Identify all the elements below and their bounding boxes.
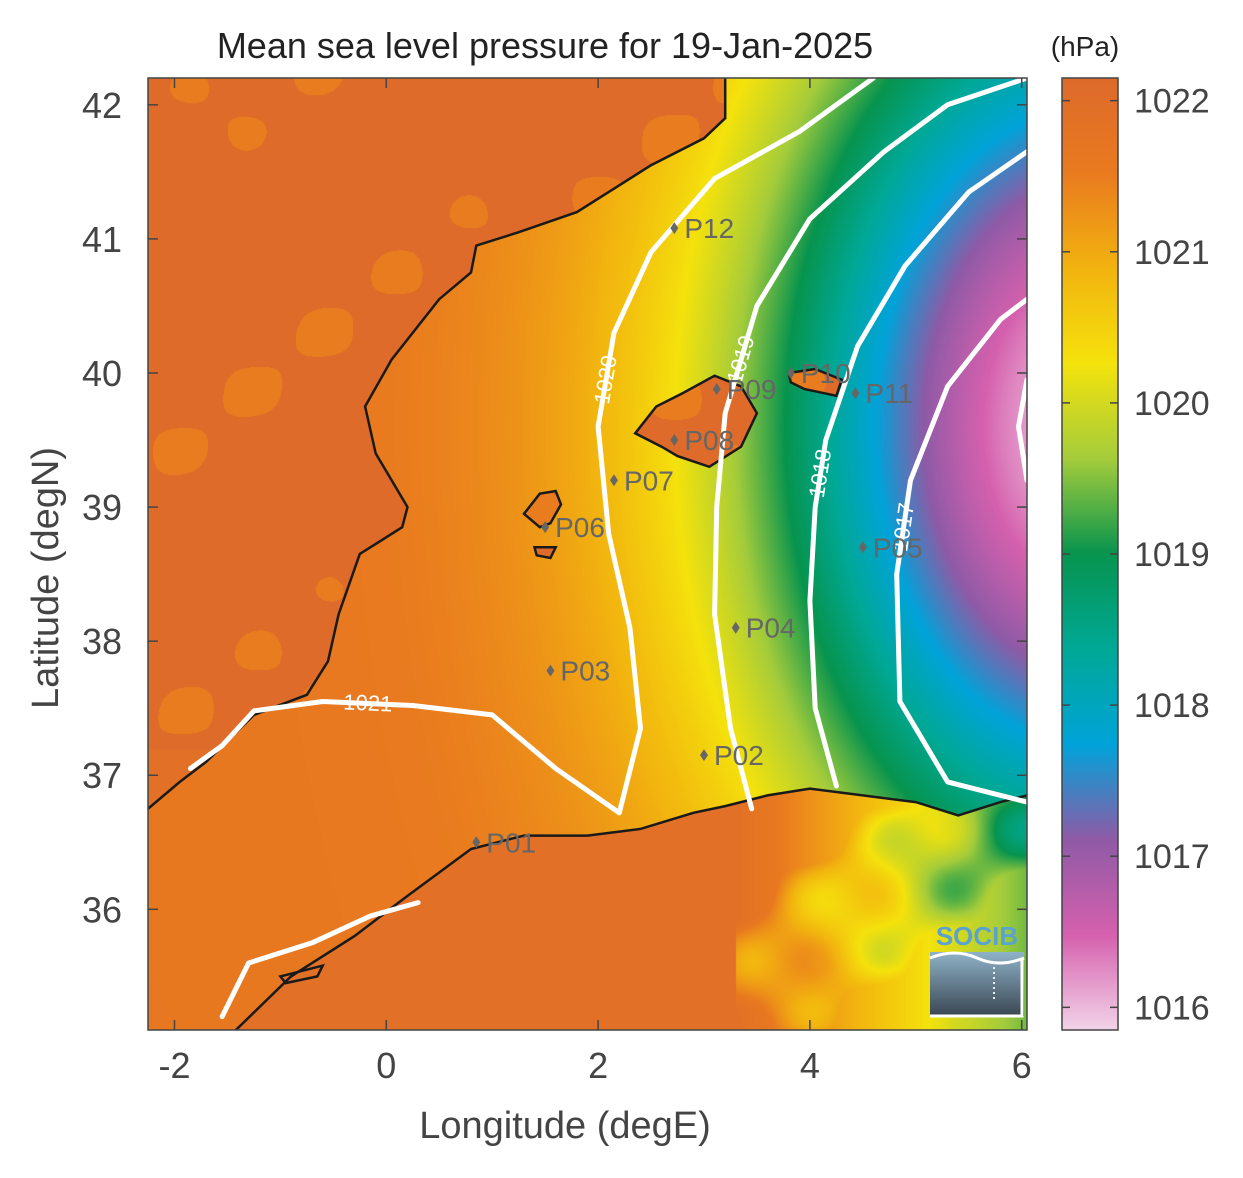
y-tick-label: 37 — [82, 755, 122, 796]
x-axis-label: Longitude (degE) — [419, 1105, 711, 1147]
station-label: P08 — [684, 425, 734, 456]
station-marker — [786, 366, 795, 379]
y-tick-label: 42 — [82, 85, 122, 126]
station-label: P09 — [727, 374, 777, 405]
isobar-contour — [807, 149, 1027, 789]
station-marker — [851, 387, 860, 400]
station-label: P04 — [746, 613, 796, 644]
coastline — [148, 78, 727, 810]
colorbar-gradient — [1061, 77, 1119, 1031]
colorbar-unit-label: (hPa) — [1051, 31, 1119, 62]
colorbar: 1016 1017 1018 1019 1020 1021 1022 (hPa) — [1051, 31, 1210, 1031]
station-label: P03 — [560, 656, 610, 687]
x-tick-label: 2 — [588, 1045, 608, 1086]
isobar-contour — [712, 78, 1027, 812]
y-axis-label: Latitude (degN) — [25, 447, 67, 709]
y-tick-label: 36 — [82, 889, 122, 930]
x-axis-ticks: -2 0 2 4 6 — [158, 78, 1032, 1086]
logo-wave — [929, 951, 1025, 965]
station-marker — [712, 383, 721, 396]
y-tick-label: 41 — [82, 219, 122, 260]
island-outline — [787, 367, 844, 398]
island-outline — [633, 374, 759, 469]
isobar-contour — [219, 900, 421, 1020]
station-marker — [858, 541, 867, 554]
x-tick-label: 4 — [800, 1045, 820, 1086]
plot-frame — [147, 77, 1028, 1031]
contour-label: 1021 — [343, 689, 393, 716]
isobar-contour — [894, 296, 1027, 805]
station-marker — [609, 474, 618, 487]
isobar-contour — [187, 699, 622, 816]
colorbar-tick-label: 1017 — [1134, 838, 1210, 876]
island-outline — [532, 546, 558, 560]
station-marker — [670, 434, 679, 447]
logo-bracket — [930, 958, 1024, 1018]
colorbar-tick-label: 1019 — [1134, 536, 1210, 574]
colorbar-tick-label: 1020 — [1134, 385, 1210, 423]
station-label: P11 — [865, 378, 913, 409]
x-tick-label: 6 — [1012, 1045, 1032, 1086]
station-label: P05 — [873, 532, 923, 563]
station-label: P01 — [486, 827, 536, 858]
station-label: P02 — [714, 740, 764, 771]
island-outline — [522, 489, 563, 529]
x-tick-label: -2 — [158, 1045, 190, 1086]
station-marker — [699, 749, 708, 762]
colorbar-ticks: 1016 1017 1018 1019 1020 1021 1022 — [1062, 83, 1210, 1027]
station-label: P12 — [684, 213, 734, 244]
station-marker — [472, 836, 481, 849]
station-marker — [670, 222, 679, 235]
isobar-contour — [1016, 377, 1027, 483]
isobar-contour — [595, 78, 876, 816]
x-tick-label: 0 — [376, 1045, 396, 1086]
station-label: P07 — [624, 465, 674, 496]
y-tick-label: 40 — [82, 353, 122, 394]
y-tick-label: 38 — [82, 621, 122, 662]
y-tick-label: 39 — [82, 487, 122, 528]
chart-title: Mean sea level pressure for 19-Jan-2025 — [217, 25, 873, 66]
station-label: P06 — [555, 512, 605, 543]
island-outline — [278, 963, 326, 985]
colorbar-tick-label: 1016 — [1134, 989, 1210, 1027]
station-label: P10 — [801, 358, 851, 389]
y-axis-ticks: 36 37 38 39 40 41 42 — [82, 85, 1027, 930]
colorbar-tick-label: 1022 — [1134, 83, 1210, 121]
colorbar-tick-label: 1021 — [1134, 234, 1210, 272]
logo-text: SOCIB — [936, 921, 1018, 951]
station-marker — [541, 521, 550, 534]
colorbar-tick-label: 1018 — [1134, 687, 1210, 725]
station-marker — [546, 664, 555, 677]
station-marker — [731, 621, 740, 634]
socib-logo: SOCIB — [929, 921, 1025, 1018]
pressure-field-heatmap — [148, 78, 1027, 1030]
station-marker-layer: P01 P02 P03 P04 P05 P06 P07 P08 P09 P10 P11 P12 — [472, 213, 923, 858]
